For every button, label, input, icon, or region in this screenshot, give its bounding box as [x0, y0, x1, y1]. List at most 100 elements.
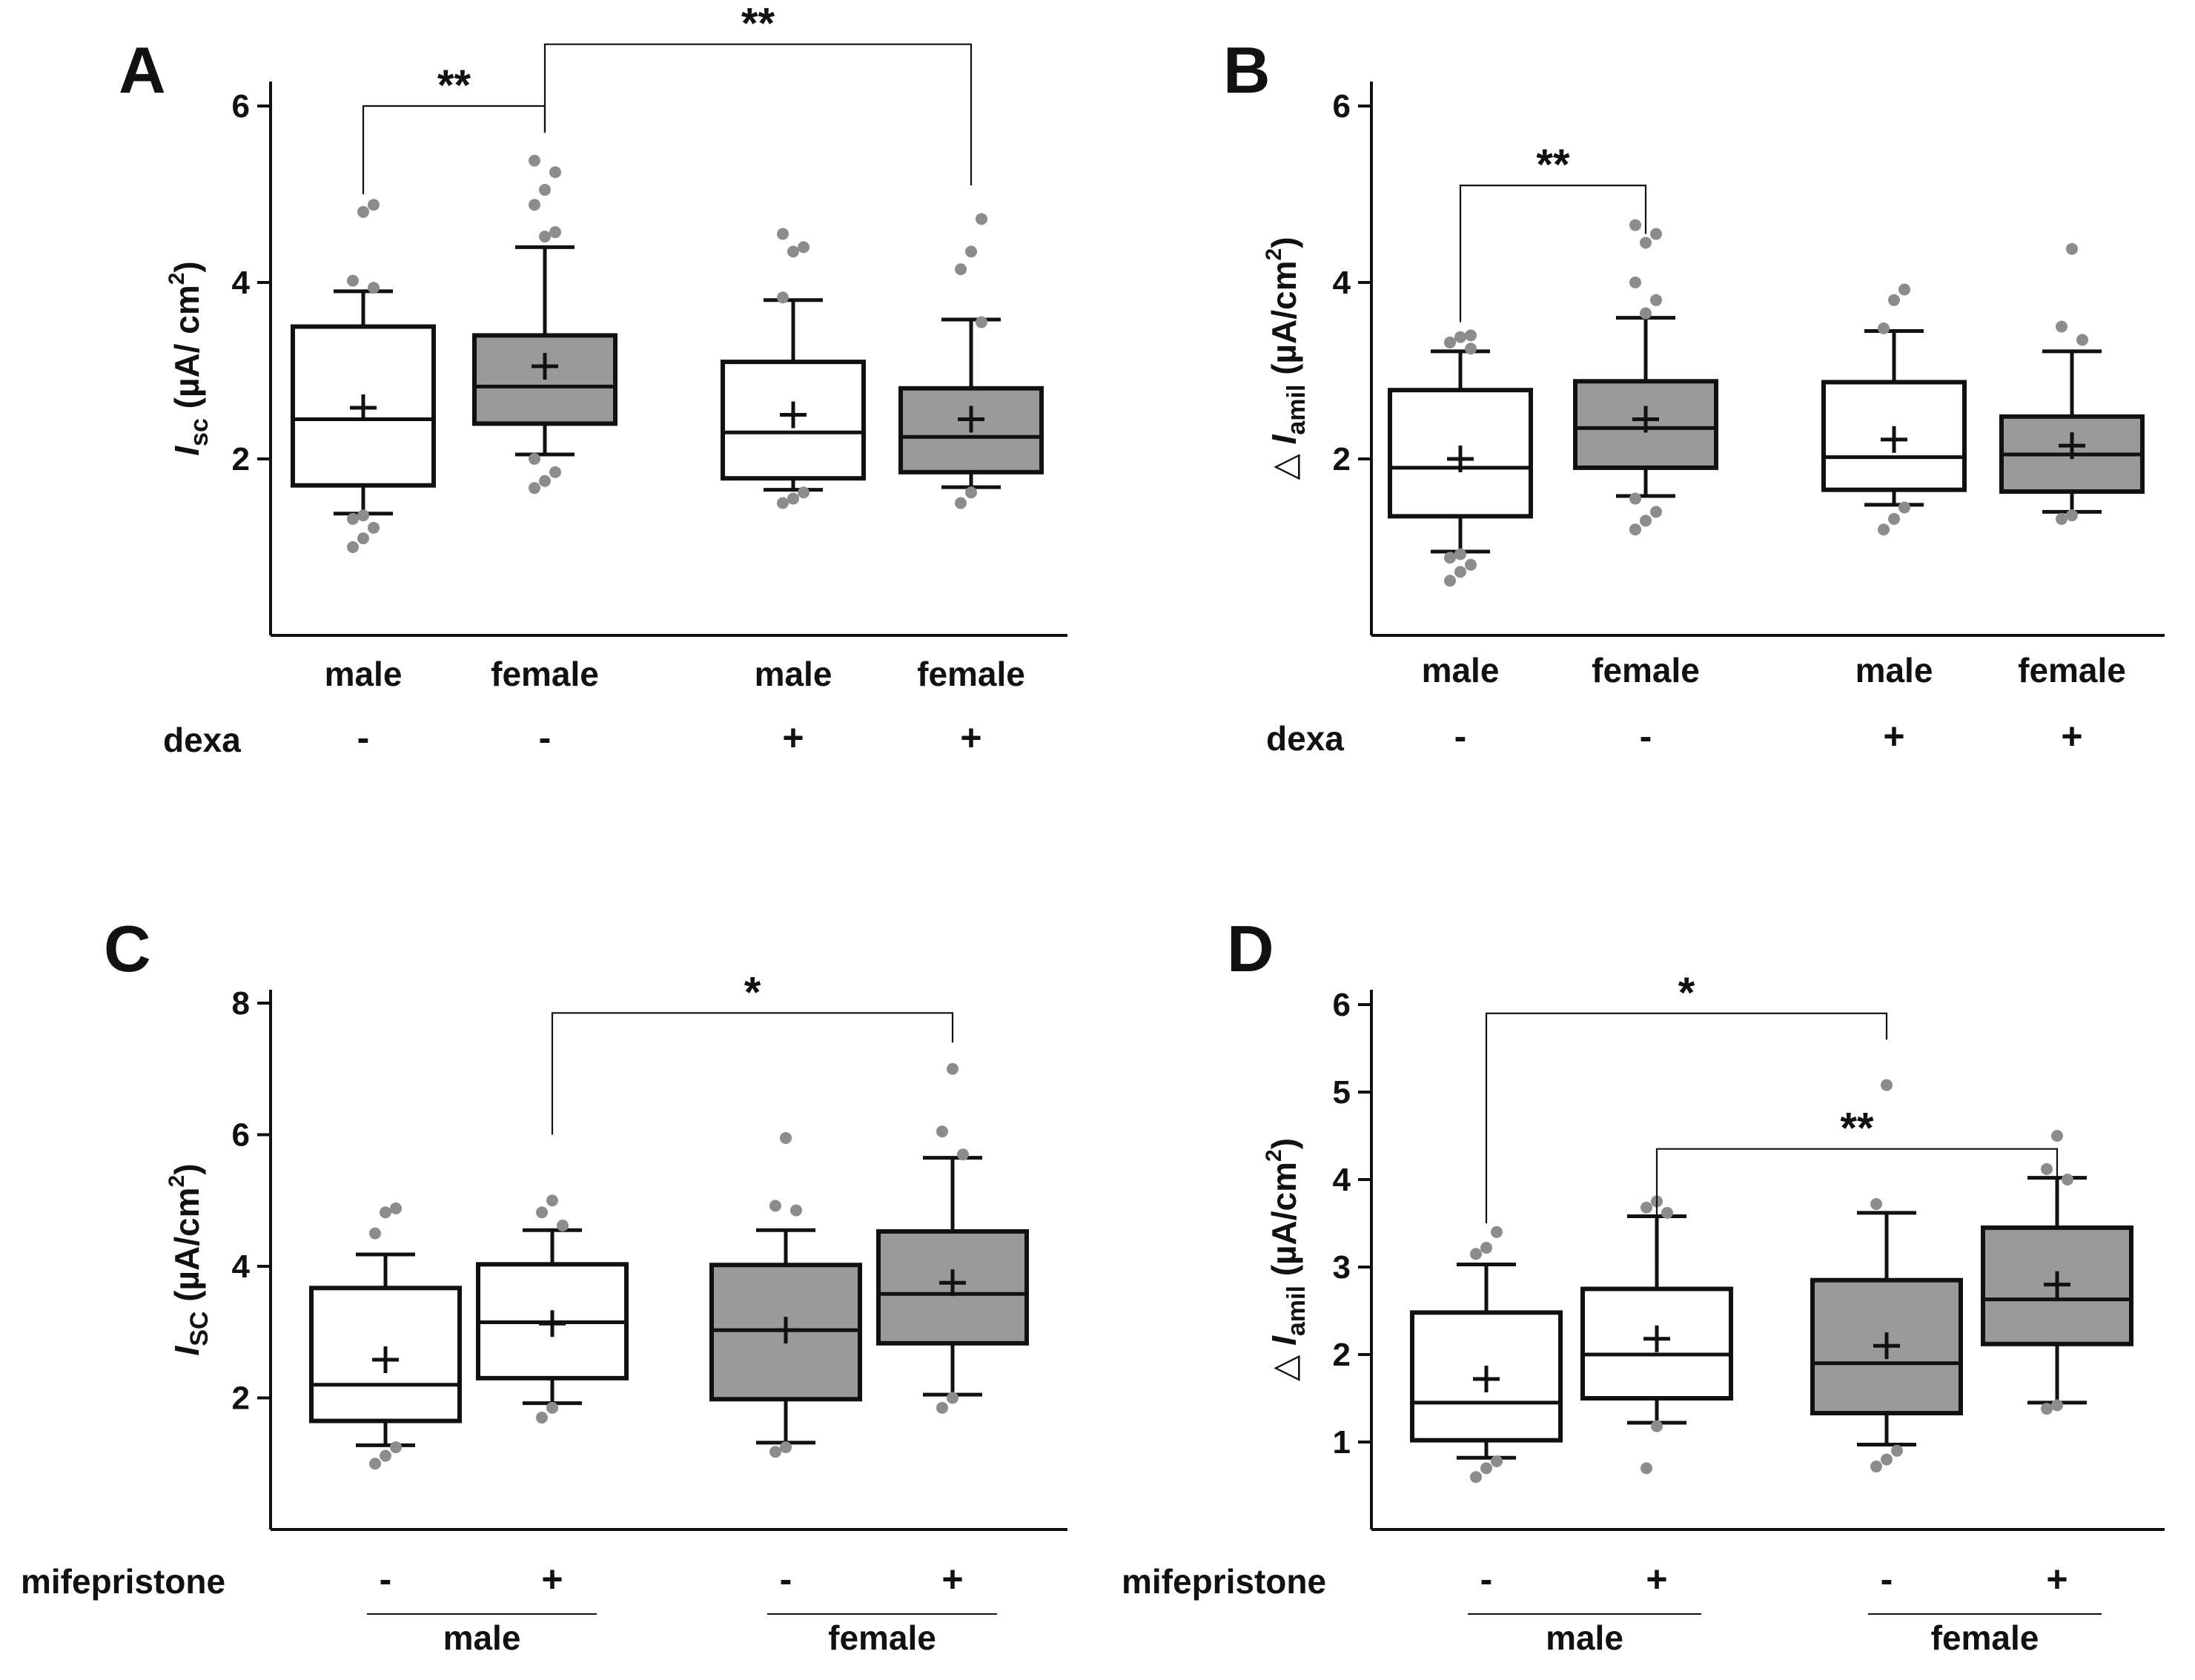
panel-letter: B — [1223, 33, 1271, 107]
outlier-point — [390, 1441, 402, 1454]
category-label: male — [1422, 651, 1500, 689]
outlier-point — [529, 453, 540, 465]
outlier-point — [557, 1219, 569, 1231]
outlier-point — [1888, 294, 1900, 306]
treatment-sign: + — [960, 717, 981, 758]
treatment-sign: - — [780, 1558, 792, 1600]
outlier-point — [1651, 1420, 1663, 1432]
outlier-point — [549, 166, 561, 179]
significance-bracket: ** — [543, 0, 973, 186]
outlier-point — [1465, 343, 1477, 355]
outlier-point — [769, 1200, 781, 1212]
outlier-point — [369, 1458, 381, 1470]
outlier-point — [539, 231, 551, 243]
outlier-point — [536, 1412, 548, 1424]
box-3 — [1810, 1079, 1963, 1473]
outlier-point — [2051, 1130, 2063, 1142]
significance-bracket: ** — [1459, 141, 1647, 323]
outlier-point — [1454, 331, 1466, 343]
outlier-point — [777, 497, 789, 509]
treatment-label: mifepristone — [1122, 1562, 1326, 1601]
outlier-point — [2041, 1163, 2053, 1175]
y-tick-label: 2 — [232, 441, 250, 477]
outlier-point — [1444, 552, 1456, 564]
box-4 — [876, 1062, 1029, 1414]
category-label: female — [1592, 651, 1700, 689]
outlier-point — [947, 1062, 959, 1075]
outlier-point — [1870, 1461, 1882, 1473]
outlier-point — [1629, 219, 1641, 231]
y-tick-label: 4 — [232, 265, 251, 301]
outlier-point — [1891, 1444, 1903, 1457]
outlier-point — [1640, 307, 1652, 320]
y-tick-label: 4 — [1333, 1162, 1351, 1198]
y-tick-label: 8 — [232, 985, 250, 1022]
outlier-point — [357, 205, 369, 218]
outlier-point — [1898, 501, 1910, 514]
box-2 — [1580, 1195, 1733, 1475]
outlier-point — [1465, 329, 1477, 342]
y-tick-label: 2 — [1333, 441, 1351, 477]
significance-label: ** — [1840, 1105, 1874, 1153]
category-label: male — [325, 655, 403, 693]
outlier-point — [957, 1148, 969, 1161]
outlier-point — [1870, 1198, 1882, 1211]
outlier-point — [357, 509, 369, 522]
outlier-point — [549, 466, 561, 478]
box-4 — [1999, 242, 2145, 525]
outlier-point — [787, 245, 799, 258]
significance-label: ** — [437, 62, 471, 110]
significance-label: ** — [741, 0, 775, 48]
y-tick-label: 5 — [1333, 1074, 1351, 1111]
outlier-point — [546, 1401, 558, 1414]
outlier-point — [1650, 228, 1662, 240]
y-tick-label: 3 — [1333, 1249, 1351, 1286]
bracket-line — [1485, 1012, 1888, 1223]
box-4 — [1981, 1130, 2133, 1415]
outlier-point — [976, 316, 987, 328]
outlier-point — [539, 184, 551, 196]
outlier-point — [368, 521, 380, 534]
treatment-sign: - — [1454, 715, 1467, 757]
category-label: male — [755, 655, 832, 693]
significance-bracket: ** — [362, 62, 546, 194]
outlier-point — [790, 1204, 802, 1217]
outlier-point — [2062, 1174, 2073, 1185]
outlier-point — [777, 291, 789, 304]
outlier-point — [529, 482, 540, 495]
outlier-point — [965, 486, 977, 499]
outlier-point — [347, 274, 359, 287]
outlier-point — [1470, 1248, 1482, 1260]
y-tick-label: 2 — [232, 1380, 250, 1417]
outlier-point — [2056, 320, 2067, 333]
outlier-point — [936, 1401, 948, 1414]
outlier-point — [357, 532, 369, 545]
outlier-point — [2076, 334, 2088, 346]
outlier-point — [1444, 336, 1456, 348]
outlier-point — [1629, 277, 1641, 288]
treatment-sign: - — [1881, 1558, 1893, 1600]
box-1 — [309, 1202, 462, 1470]
treatment-sign: + — [1883, 715, 1904, 757]
outlier-point — [955, 497, 967, 509]
y-tick-label: 4 — [1333, 265, 1351, 301]
box-1 — [1388, 329, 1533, 587]
outlier-point — [1491, 1455, 1503, 1467]
category-label: female — [2018, 651, 2126, 689]
treatment-sign: - — [1480, 1558, 1493, 1600]
outlier-point — [976, 213, 987, 225]
treatment-sign: + — [1646, 1558, 1667, 1600]
box-2 — [1573, 219, 1718, 536]
outlier-point — [390, 1202, 402, 1214]
treatment-label: mifepristone — [21, 1562, 225, 1601]
outlier-point — [1640, 237, 1652, 249]
y-tick-label: 4 — [232, 1249, 251, 1285]
outlier-point — [1641, 1462, 1652, 1475]
category-label: female — [491, 655, 599, 693]
outlier-point — [1465, 558, 1477, 571]
outlier-point — [780, 1441, 792, 1454]
outlier-point — [347, 512, 359, 525]
outlier-point — [1661, 1206, 1673, 1219]
y-tick-label: 6 — [1333, 88, 1351, 125]
group-label: male — [1546, 1618, 1623, 1657]
